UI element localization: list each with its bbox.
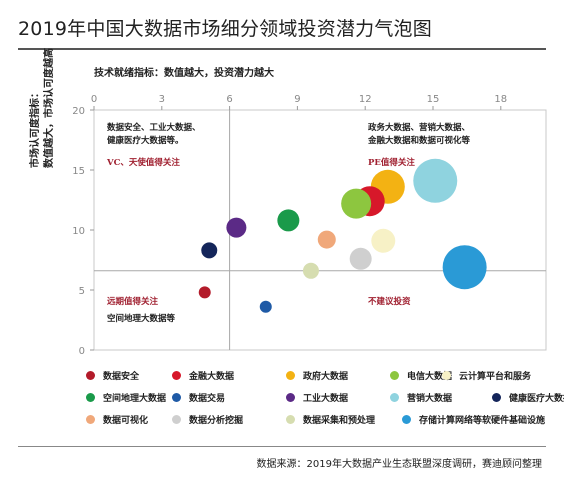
y-tick-label: 0 [79,346,85,357]
legend-label: 金融大数据 [189,371,235,382]
quadrant-top-left-note: VC、天使值得关注 [107,158,180,168]
legend-item: 数据可视化 [86,411,148,427]
legend-swatch [442,370,451,380]
x-tick-label: 18 [494,94,507,105]
legend-label: 数据交易 [189,393,226,404]
legend-item: 营销大数据 [390,389,452,405]
quadrant-top-left-line-1: 数据安全、工业大数据、 [107,123,201,133]
bubble-10 [201,242,218,259]
legend-item: 空间地理大数据 [86,389,166,405]
quadrant-bottom-left-note: 远期值得关注 [107,297,159,307]
quadrant-bottom-right-note: 不建议投资 [368,297,411,307]
x-tick-label: 9 [294,94,300,105]
legend-label: 数据安全 [103,371,140,382]
quadrant-top-right-line-1: 政务大数据、营销大数据、 [368,123,471,133]
quadrant-bottom-left-line-1: 空间地理大数据等 [107,314,176,324]
quadrant-top-left-line-2: 健康医疗大数据等。 [107,136,184,146]
legend-swatch [86,414,95,424]
legend-item: 数据交易 [172,389,225,405]
quadrant-top-left-text: 数据安全、工业大数据、 健康医疗大数据等。 VC、天使值得关注 [107,122,201,170]
quadrant-top-right-text: 政务大数据、营销大数据、 金融大数据和数据可视化等 PE值得关注 [368,122,470,170]
legend-label: 存储计算网络等软硬件基础设施 [419,415,546,426]
y-tick-label: 20 [72,106,85,117]
legend-label: 数据可视化 [103,415,149,426]
legend-swatch [172,392,181,402]
x-axis-label: 技术就绪指标：数值越大，投资潜力越大 [94,68,274,79]
legend-item: 健康医疗大数据 [492,389,564,405]
bubble-13 [302,262,319,279]
legend-item: 云计算平台和服务 [442,367,531,383]
source-note: 数据来源：2019年大数据产业生态联盟深度调研，赛迪顾问整理 [256,459,542,470]
x-tick-label: 3 [159,94,165,105]
legend-swatch [286,370,295,380]
y-tick-label: 5 [79,286,85,297]
legend-item: 金融大数据 [172,367,234,383]
bubble-9 [413,158,458,203]
legend-item: 数据采集和预处理 [286,411,375,427]
legend-label: 健康医疗大数据 [509,393,564,404]
legend-swatch [402,414,411,424]
title-divider [18,48,546,50]
quadrant-bottom-left-text: 远期值得关注 空间地理大数据等 [107,296,175,326]
quadrant-top-right-note: PE值得关注 [368,158,415,168]
legend-swatch [172,414,181,424]
x-tick-label: 12 [359,94,372,105]
legend-label: 数据采集和预处理 [303,415,376,426]
bubble-8 [226,217,247,238]
legend-swatch [492,392,501,402]
x-tick-label: 15 [427,94,440,105]
x-tick-label: 0 [91,94,97,105]
chart-title: 2019年中国大数据市场细分领域投资潜力气泡图 [18,18,432,40]
legend-item: 工业大数据 [286,389,348,405]
bubble-14 [442,245,487,290]
legend-swatch [286,392,295,402]
y-tick-label: 15 [72,166,85,177]
bubble-12 [349,247,372,270]
legend-label: 营销大数据 [407,393,453,404]
legend-label: 空间地理大数据 [103,393,167,404]
legend-swatch [390,392,399,402]
legend-label: 工业大数据 [303,393,349,404]
legend-label: 云计算平台和服务 [459,371,532,382]
legend-label: 政府大数据 [303,371,349,382]
legend-swatch [86,392,95,402]
x-tick-label: 6 [226,94,232,105]
bubble-6 [277,209,300,232]
source-divider [18,446,546,447]
legend-swatch [286,414,295,424]
quadrant-top-right-line-2: 金融大数据和数据可视化等 [368,136,471,146]
legend-item: 数据安全 [86,367,139,383]
legend-item: 存储计算网络等软硬件基础设施 [402,411,545,427]
legend-item: 数据分析挖掘 [172,411,243,427]
bubble-11 [317,230,336,249]
bubble-5 [371,228,396,253]
bubble-7 [259,300,272,313]
legend-item: 电信大数据 [390,367,452,383]
legend-swatch [86,370,95,380]
legend-label: 数据分析挖掘 [189,415,244,426]
y-tick-label: 10 [72,226,85,237]
bubble-1 [198,286,211,299]
bubble-4 [341,188,372,219]
legend-swatch [390,370,399,380]
quadrant-bottom-right-text: 不建议投资 [368,296,411,309]
legend-label: 电信大数据 [407,371,453,382]
legend-swatch [172,370,181,380]
legend-item: 政府大数据 [286,367,348,383]
